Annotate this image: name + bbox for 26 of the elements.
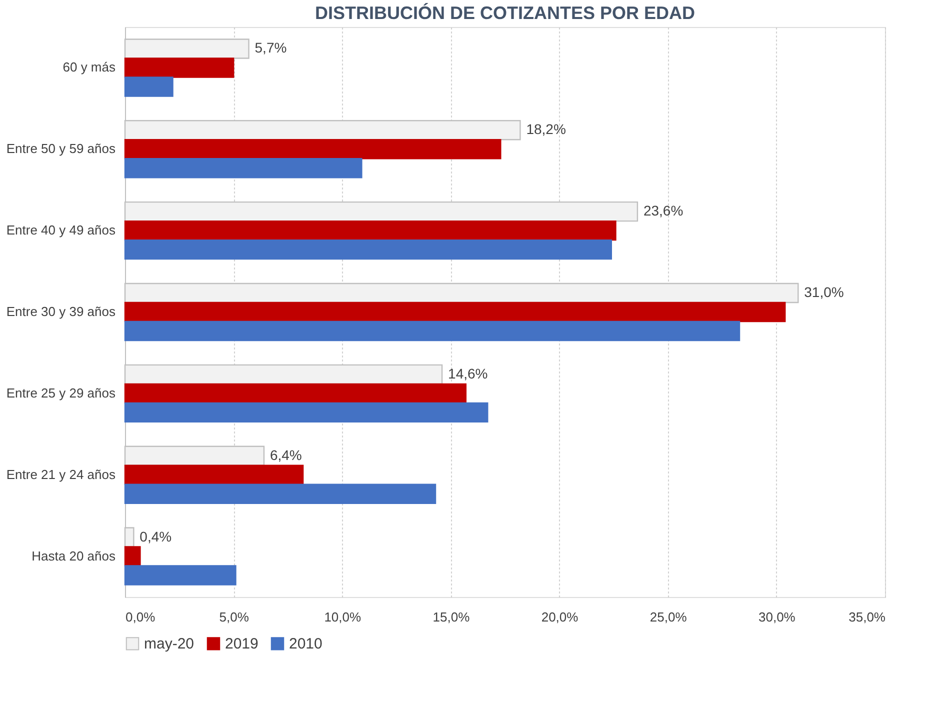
y-tick-label: 60 y más (62, 60, 116, 75)
y-tick-label: Entre 50 y 59 años (6, 141, 116, 156)
y-tick-label: Entre 25 y 29 años (6, 385, 116, 400)
x-tick-label: 15,0% (432, 610, 470, 624)
y-tick-label: Entre 40 y 49 años (6, 222, 116, 238)
x-tick-label: 30,0% (758, 610, 796, 624)
data-label: 18,2% (526, 121, 566, 138)
x-tick-label: 35,0% (848, 610, 886, 624)
legend-label: may-20 (144, 636, 194, 653)
x-tick-label: 20,0% (541, 610, 579, 624)
x-tick-label: 25,0% (650, 610, 688, 624)
legend-label: 2010 (289, 636, 322, 653)
data-label: 14,6% (448, 365, 488, 382)
x-tick-label: 5,0% (219, 610, 250, 624)
legend-label: 2019 (225, 636, 258, 653)
data-label: 5,7% (254, 40, 287, 56)
data-label: 6,4% (270, 446, 302, 463)
y-tick-label: Entre 21 y 24 años (6, 466, 116, 482)
y-tick-label: Hasta 20 años (32, 548, 116, 564)
x-tick-label: 10,0% (324, 610, 362, 624)
data-label: 0,4% (140, 528, 172, 544)
y-tick-label: Entre 30 y 39 años (6, 304, 116, 319)
data-label: 23,6% (643, 202, 684, 219)
x-tick-label: 0,0% (126, 610, 156, 624)
chart-title: DISTRIBUCIÓN DE COTIZANTES POR EDAD (314, 3, 696, 23)
data-label: 31,0% (804, 284, 844, 300)
